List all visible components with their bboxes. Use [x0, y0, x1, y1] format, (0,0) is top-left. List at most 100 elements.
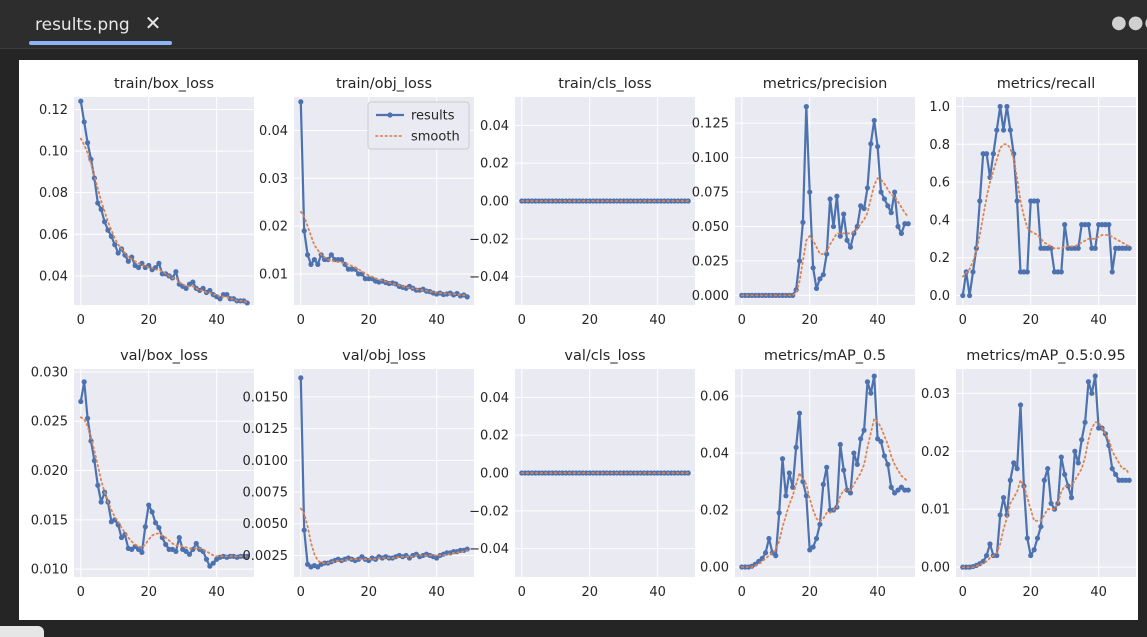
results-point: [983, 552, 990, 559]
subplot-0: 0 20 40 0.04 0.06 0.08 0.10 0.12 train/box_loss: [39, 76, 254, 328]
x-tick-label: 40: [869, 585, 886, 600]
y-tick-label: 0.000: [692, 289, 729, 304]
x-tick-label: 0: [959, 313, 967, 328]
y-tick-label: 0.0150: [243, 390, 289, 405]
results-point: [173, 269, 179, 275]
results-point: [766, 535, 772, 542]
y-tick-label: 0.00: [480, 195, 509, 210]
results-point: [301, 228, 307, 234]
x-tick-label: 40: [208, 585, 225, 600]
results-point: [898, 230, 905, 236]
results-point: [156, 260, 162, 266]
y-tick-label: 0.010: [31, 563, 68, 578]
results-point: [960, 292, 966, 299]
y-tick-label: 0.0025: [243, 549, 289, 564]
results-point: [892, 189, 898, 195]
y-tick-label: −0.04: [469, 270, 509, 285]
subplot-title: metrics/precision: [763, 76, 888, 92]
results-point: [84, 415, 91, 421]
y-tick-label: 0.02: [480, 157, 509, 172]
x-tick-label: 0: [297, 313, 305, 328]
y-tick-label: 0.8: [929, 138, 950, 153]
y-tick-label: 0.025: [692, 254, 729, 269]
results-point: [861, 205, 867, 212]
results-point: [868, 390, 874, 396]
results-point: [994, 552, 1000, 559]
y-tick-label: 0.025: [31, 415, 68, 430]
y-tick-label: 0.04: [39, 269, 68, 284]
results-point: [868, 141, 874, 147]
subplot-7: 0 20 40 0.04 0.02 0.00 −0.02 −0.04 val/cls_loss: [469, 348, 695, 600]
x-tick-label: 20: [360, 313, 377, 328]
tab-title: results.png: [35, 15, 130, 35]
results-point: [1092, 245, 1098, 251]
results-point: [796, 410, 803, 416]
results-point: [807, 547, 813, 553]
results-point: [885, 461, 891, 468]
results-point: [129, 546, 135, 552]
results-point: [105, 227, 111, 233]
results-point: [994, 127, 1000, 133]
x-tick-label: 20: [140, 313, 157, 328]
results-point: [827, 196, 833, 202]
plot-area: [956, 97, 1136, 305]
results-point: [844, 237, 850, 243]
more-horizontal-icon[interactable]: ●●●: [1111, 12, 1147, 33]
results-point: [871, 373, 877, 379]
results-point: [176, 534, 182, 541]
x-tick-label: 40: [1090, 313, 1107, 328]
results-point: [837, 233, 843, 239]
results-point: [824, 464, 830, 470]
x-tick-label: 40: [208, 313, 225, 328]
results-point: [1024, 269, 1030, 275]
y-tick-label: 0.0075: [243, 486, 289, 501]
subplot-title: val/cls_loss: [564, 348, 645, 364]
results-point: [875, 436, 881, 442]
series-smooth-line: [961, 421, 1131, 569]
results-point: [1058, 454, 1064, 460]
results-point: [773, 553, 779, 559]
y-tick-label: 0.0125: [243, 422, 289, 437]
results-point: [1113, 471, 1119, 478]
y-tick-label: 0.030: [31, 365, 68, 380]
results-point: [1041, 477, 1047, 483]
subplot-title: train/box_loss: [114, 76, 214, 92]
results-point: [1079, 437, 1085, 443]
x-tick-label: 20: [140, 585, 157, 600]
results-point: [159, 534, 165, 541]
results-point: [84, 140, 91, 146]
legend-smooth-label: smooth: [411, 130, 460, 145]
results-point: [1048, 500, 1054, 507]
results-point: [125, 258, 131, 264]
x-tick-label: 0: [738, 313, 746, 328]
image-canvas: 0 20 40 0.04 0.06 0.08 0.10 0.12 train/box_loss 0…: [19, 60, 1138, 620]
results-point: [217, 296, 223, 302]
x-tick-label: 20: [1022, 585, 1039, 600]
subplot-title: train/obj_loss: [336, 76, 432, 92]
file-tab[interactable]: results.png ✕: [29, 7, 172, 45]
results-point: [817, 521, 823, 527]
results-point: [820, 272, 826, 278]
y-tick-label: 1.0: [929, 100, 950, 115]
y-tick-label: 0.06: [39, 228, 68, 243]
subplot-5: 0 20 40 0.010 0.015 0.020 0.025 0.030 val/box_lo…: [31, 348, 254, 600]
results-point: [980, 558, 986, 564]
close-icon[interactable]: ✕: [144, 11, 162, 35]
y-tick-label: 0.100: [692, 151, 729, 166]
results-point: [1085, 379, 1092, 385]
y-tick-label: 0.02: [921, 445, 950, 460]
y-tick-label: 0.6: [929, 176, 950, 191]
subplot-title: metrics/mAP_0.5: [764, 348, 886, 364]
results-point: [875, 143, 881, 150]
y-tick-label: 0.04: [480, 391, 509, 406]
results-point: [898, 484, 905, 490]
results-point: [1089, 390, 1095, 396]
results-point: [1068, 495, 1075, 501]
results-point: [1075, 460, 1081, 466]
results-point: [186, 551, 193, 557]
results-point: [878, 439, 884, 445]
y-tick-label: 0.00: [700, 561, 729, 576]
results-point: [1038, 523, 1044, 530]
y-tick-label: 0.01: [259, 267, 288, 282]
subplot-6: 0 20 40 0.0025 0.0050 0.0075 0.0100 0.0125 0.015…: [243, 348, 474, 600]
